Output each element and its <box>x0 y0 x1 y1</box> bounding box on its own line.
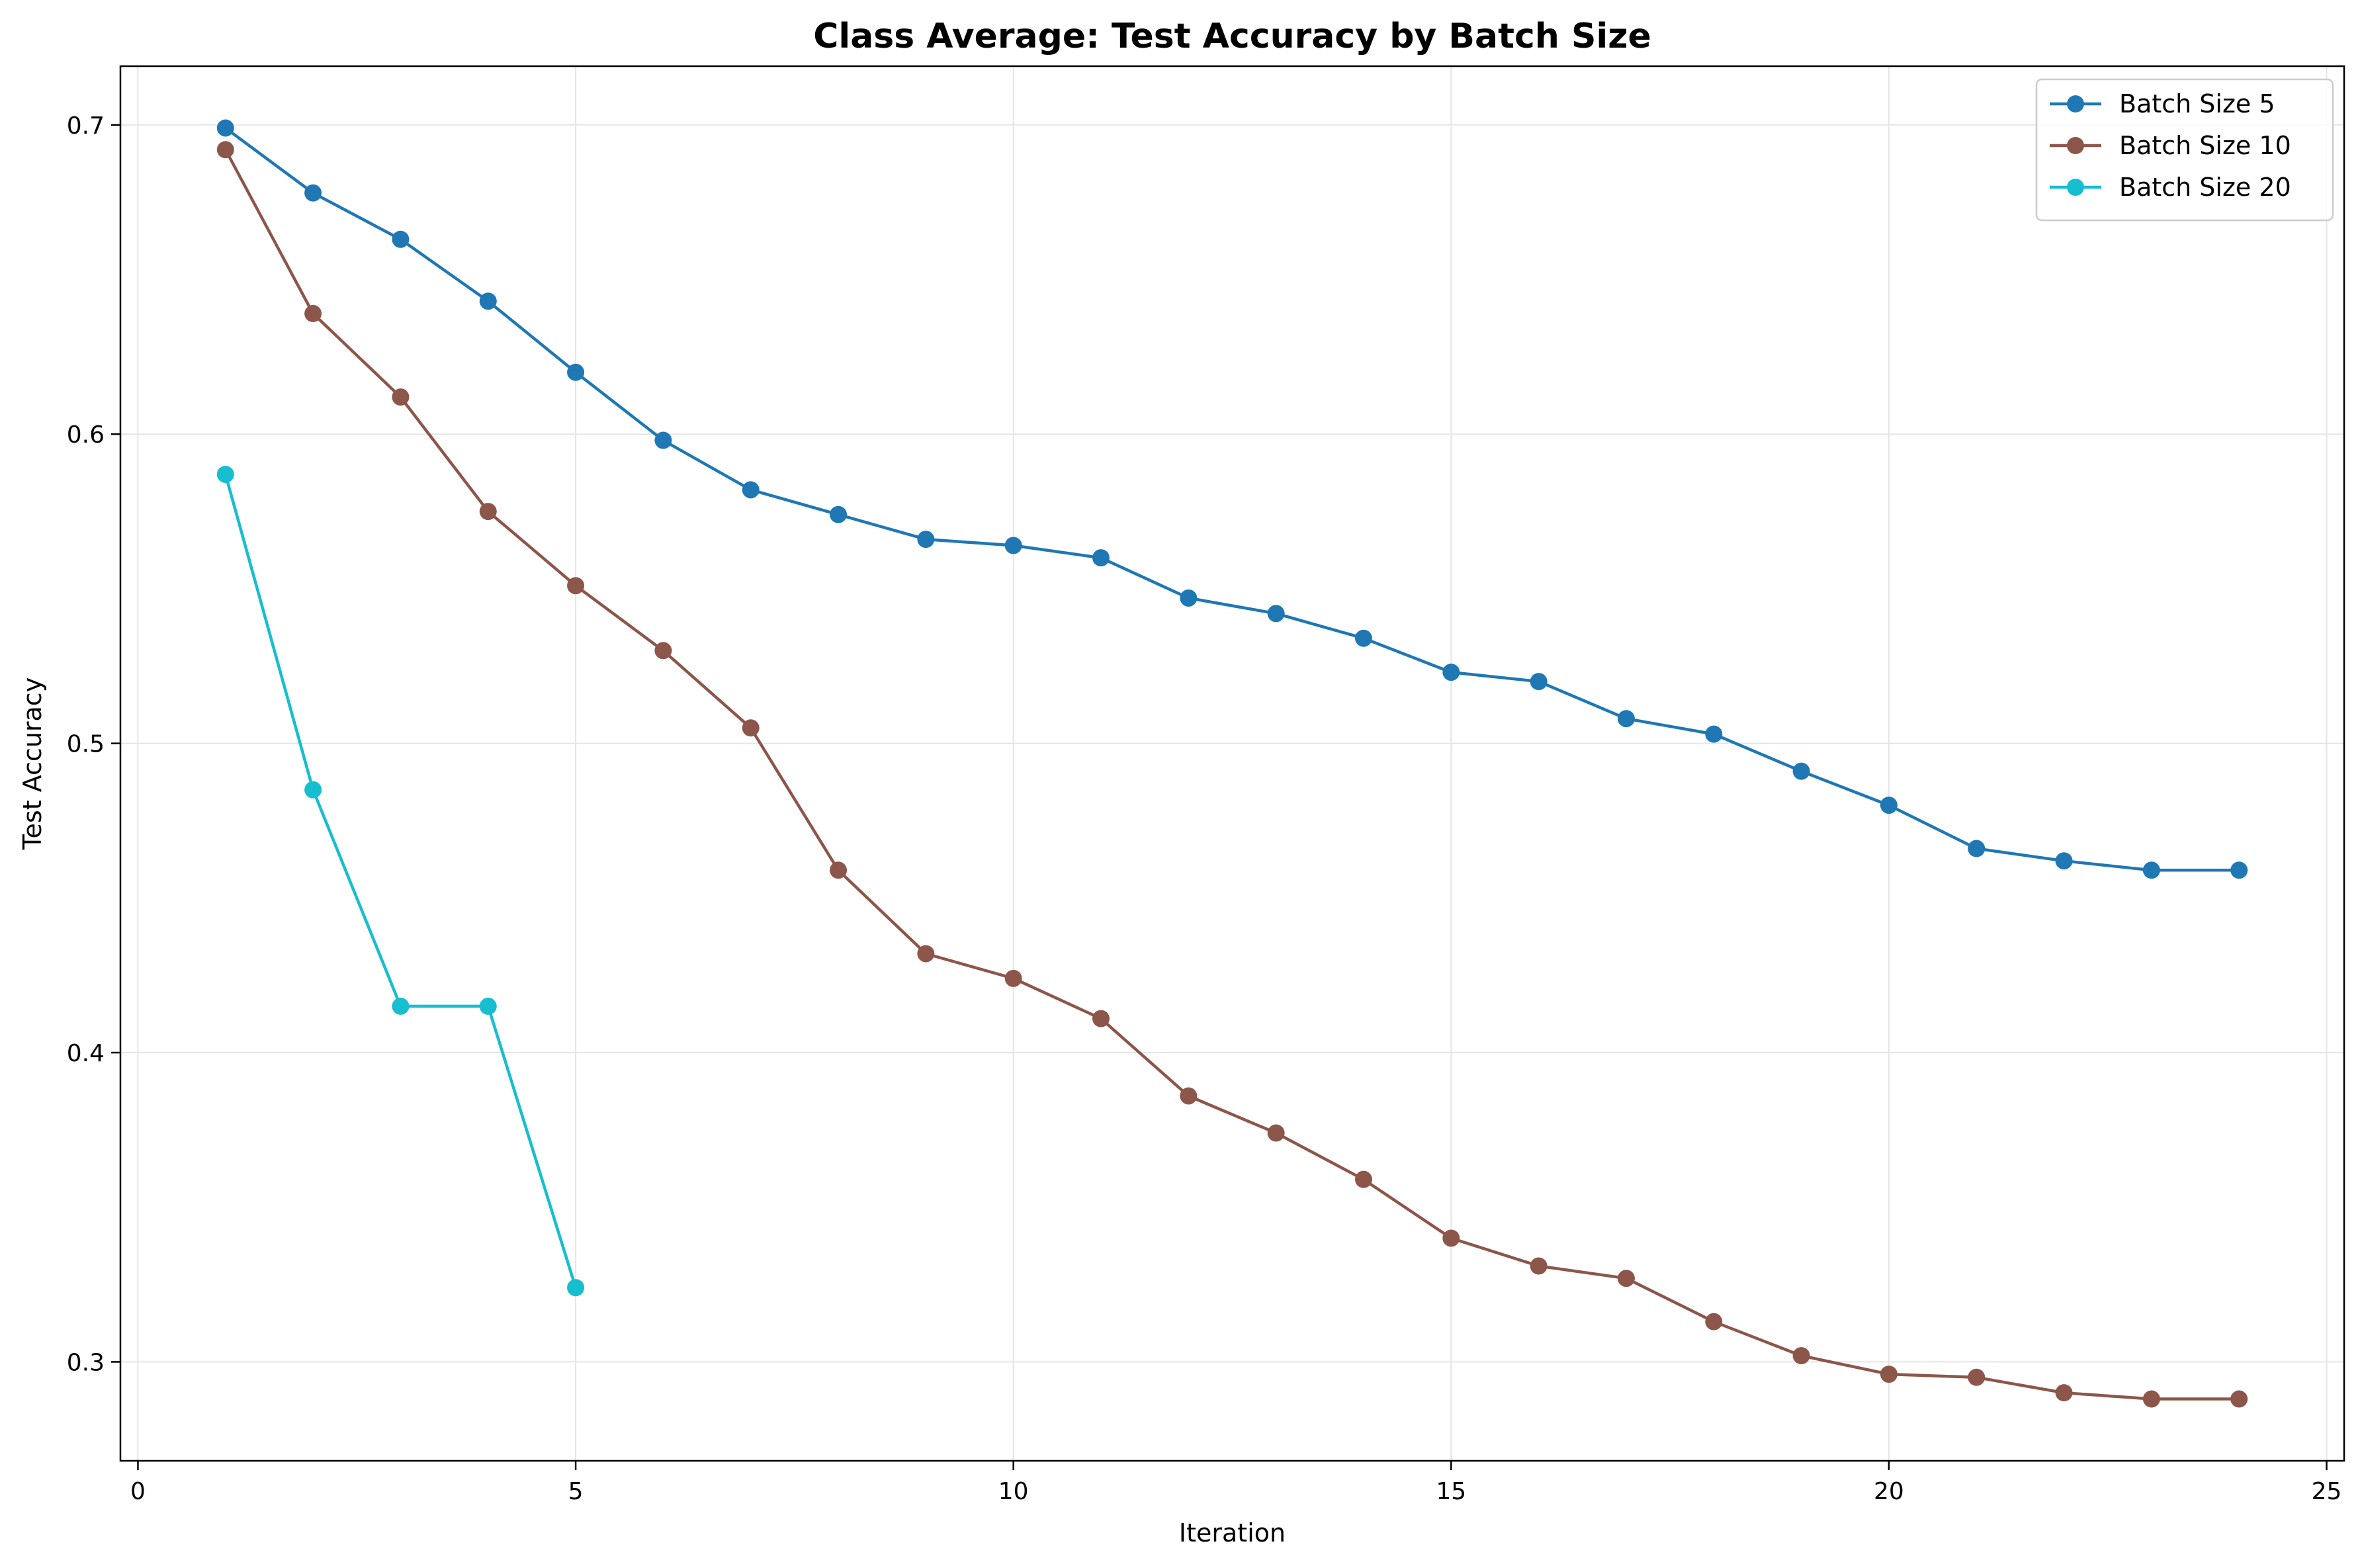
x-tick-label: 5 <box>568 1478 584 1505</box>
data-point <box>2143 1391 2160 1408</box>
data-point <box>1442 1229 1460 1246</box>
data-point <box>304 185 322 202</box>
data-point <box>2230 1391 2248 1408</box>
data-point <box>217 141 234 158</box>
data-point <box>917 531 934 548</box>
data-point <box>1180 589 1197 607</box>
data-point <box>1793 763 1810 780</box>
y-tick-label: 0.3 <box>67 1349 105 1376</box>
data-point <box>1530 673 1548 690</box>
data-point <box>742 719 760 736</box>
series-layer <box>217 119 2248 1407</box>
data-point <box>392 998 409 1015</box>
legend-label: Batch Size 20 <box>2119 173 2291 202</box>
data-point <box>1705 1313 1722 1330</box>
series-line <box>226 474 576 1287</box>
data-point <box>2230 861 2248 879</box>
data-point <box>1968 1369 1985 1386</box>
data-point <box>1793 1347 1810 1364</box>
legend-swatch-marker <box>2067 95 2084 112</box>
data-point <box>1618 710 1635 727</box>
data-point <box>217 466 234 483</box>
data-point <box>917 945 934 962</box>
data-point <box>392 231 409 248</box>
data-point <box>1355 1171 1372 1188</box>
legend-label: Batch Size 5 <box>2119 89 2275 118</box>
y-tick-label: 0.4 <box>67 1040 105 1067</box>
data-point <box>567 577 584 594</box>
data-point <box>480 503 497 520</box>
x-tick-label: 15 <box>1436 1478 1466 1505</box>
data-point <box>654 432 672 449</box>
legend-label: Batch Size 10 <box>2119 131 2291 160</box>
series-1 <box>217 119 2248 879</box>
series-3 <box>217 466 584 1296</box>
data-point <box>1530 1258 1548 1275</box>
data-point <box>1268 1125 1285 1142</box>
data-point <box>1968 840 1985 857</box>
data-point <box>1092 549 1110 566</box>
data-point <box>1880 1366 1898 1383</box>
series-2 <box>217 141 2248 1407</box>
series-line <box>226 128 2239 871</box>
data-point <box>567 1279 584 1296</box>
x-tick-label: 20 <box>1874 1478 1904 1505</box>
data-point <box>1005 537 1022 554</box>
legend-swatch-marker <box>2067 137 2084 154</box>
data-point <box>480 998 497 1015</box>
series-line <box>226 150 2239 1399</box>
data-point <box>1005 970 1022 987</box>
y-tick-label: 0.6 <box>67 421 105 449</box>
data-point <box>567 364 584 381</box>
chart-title: Class Average: Test Accuracy by Batch Si… <box>813 17 1651 56</box>
data-point <box>392 388 409 406</box>
data-point <box>2143 861 2160 879</box>
data-point <box>742 481 760 498</box>
data-point <box>1705 726 1722 743</box>
y-tick-label: 0.5 <box>67 731 105 758</box>
y-tick-label: 0.7 <box>67 112 105 140</box>
data-point <box>1092 1010 1110 1027</box>
legend-swatch-marker <box>2067 179 2084 196</box>
data-point <box>2056 852 2073 869</box>
data-point <box>480 292 497 310</box>
data-point <box>1442 664 1460 681</box>
legend: Batch Size 5 Batch Size 10 Batch Size 20 <box>2036 79 2333 220</box>
data-point <box>2056 1384 2073 1401</box>
data-point <box>1355 630 1372 647</box>
data-point <box>217 119 234 136</box>
data-point <box>654 642 672 659</box>
x-tick-label: 25 <box>2312 1478 2342 1505</box>
y-axis-label: Test Accuracy <box>18 677 47 850</box>
axis-ticks: 0 5 10 15 20 25 0.3 0.4 0.5 0.6 0.7 <box>67 112 2342 1505</box>
x-axis-label: Iteration <box>1179 1518 1286 1547</box>
data-point <box>304 305 322 322</box>
data-point <box>830 861 847 879</box>
x-tick-label: 0 <box>130 1478 146 1505</box>
data-point <box>1268 605 1285 622</box>
data-point <box>1880 797 1898 814</box>
data-point <box>830 506 847 523</box>
x-tick-label: 10 <box>998 1478 1029 1505</box>
data-point <box>1618 1270 1635 1287</box>
data-point <box>304 781 322 799</box>
data-point <box>1180 1087 1197 1104</box>
